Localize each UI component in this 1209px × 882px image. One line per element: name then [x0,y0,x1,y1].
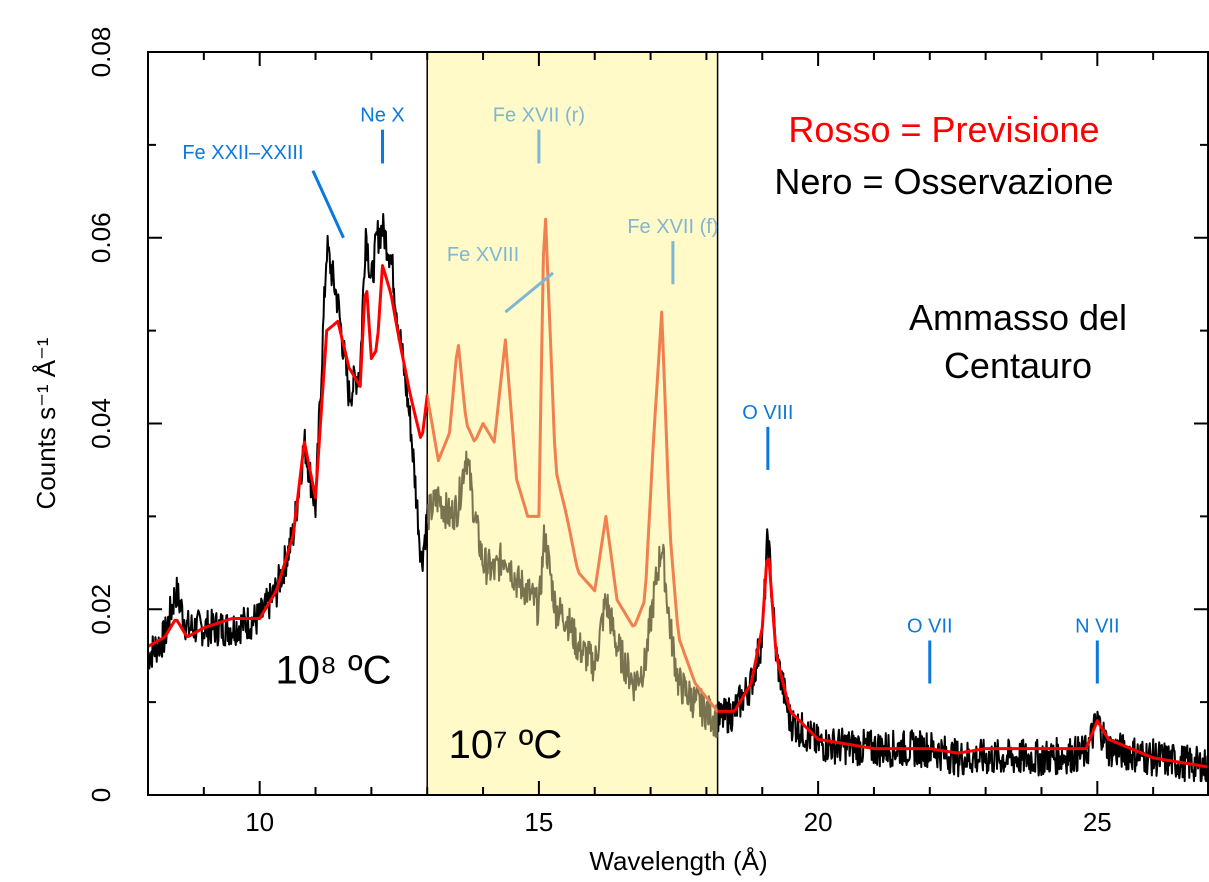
annotation-label: N VII [1075,615,1119,637]
object-label-line-2: Centauro [944,345,1092,386]
y-tick-label: 0.06 [86,212,116,263]
temperature-label-1e7: 10⁷ ºC [449,723,563,767]
temperature-band-1e7 [426,51,719,796]
object-label-line-1: Ammasso del [909,297,1127,338]
temperature-label-1e8: 10⁸ ºC [276,649,392,693]
y-tick-label: 0.02 [86,584,116,635]
annotation-pointer [504,271,555,314]
series-layer [148,213,1209,783]
annotation-label: Ne X [360,105,404,127]
x-tick-label: 15 [524,807,553,837]
x-tick-label: 10 [245,807,274,837]
annotation-label: Fe XXII–XXIII [182,142,303,164]
legend-observation: Nero = Osservazione [774,161,1113,202]
x-tick-label: 20 [804,807,833,837]
y-tick-label: 0.04 [86,398,116,449]
prediction-series-line-in-band [427,217,718,713]
legend-prediction: Rosso = Previsione [788,109,1099,150]
x-axis-label: Wavelength (Å) [589,846,767,876]
line-annotations: Fe XXII–XXIII Ne X Fe XVII (r) Fe XVIII Fe X… [182,105,1120,684]
axis-ticks: 10 15 20 25 0 0.02 0.04 0.06 0.08 [86,27,1209,837]
annotation-label: Fe XVII (r) [493,105,585,127]
y-tick-label: 0 [86,788,116,802]
annotation-pointer [311,170,345,239]
annotation-label: Fe XVIII [447,244,519,266]
observation-series-line-in-band [427,450,718,738]
x-tick-label: 25 [1083,807,1112,837]
annotation-label: O VIII [742,402,793,424]
annotation-label: Fe XVII (f) [627,216,718,238]
y-axis-label: Counts s⁻¹ Å⁻¹ [31,337,61,509]
annotation-label: O VII [907,615,953,637]
y-tick-label: 0.08 [86,27,116,78]
